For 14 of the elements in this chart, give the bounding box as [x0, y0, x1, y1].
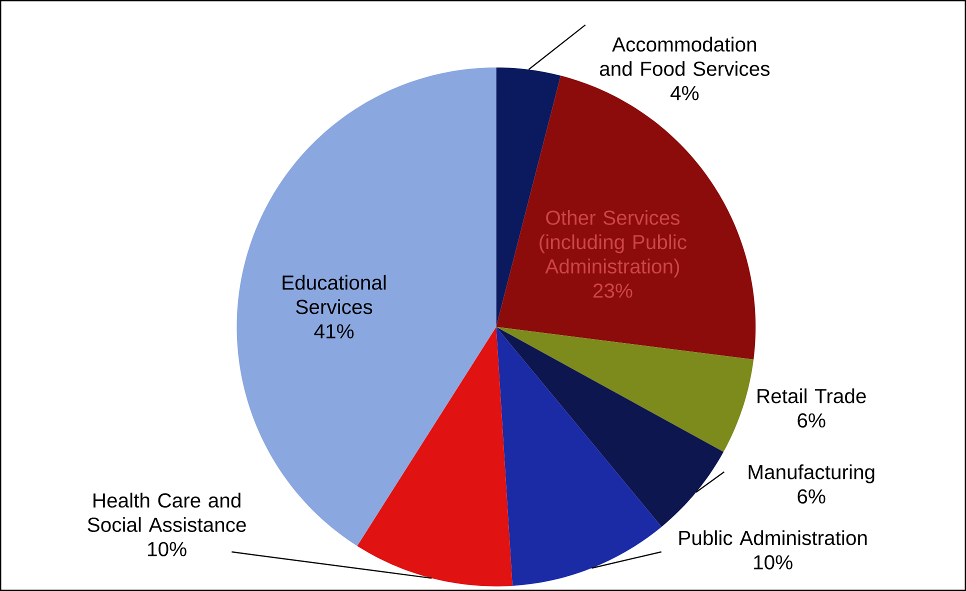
slice-label: Manufacturing	[748, 464, 874, 484]
data-label: 10%	[754, 555, 792, 570]
data-label: 10%	[148, 542, 186, 556]
slice-label: Educational Services	[282, 274, 386, 314]
data-label: 6%	[798, 489, 826, 504]
slice-label: Retail Trade	[758, 388, 866, 404]
data-label: 4%	[670, 86, 699, 100]
slice-label: Other Services (including Public Administration)	[540, 210, 686, 278]
slice-label: Accommodation and Food Services	[600, 36, 770, 76]
data-label: 23%	[593, 284, 632, 298]
data-label: 41%	[314, 324, 354, 338]
data-label: 6%	[798, 413, 826, 428]
slice-label: Public Administration	[679, 530, 867, 546]
slice-label: Health Care and Social Assistance	[88, 492, 246, 532]
